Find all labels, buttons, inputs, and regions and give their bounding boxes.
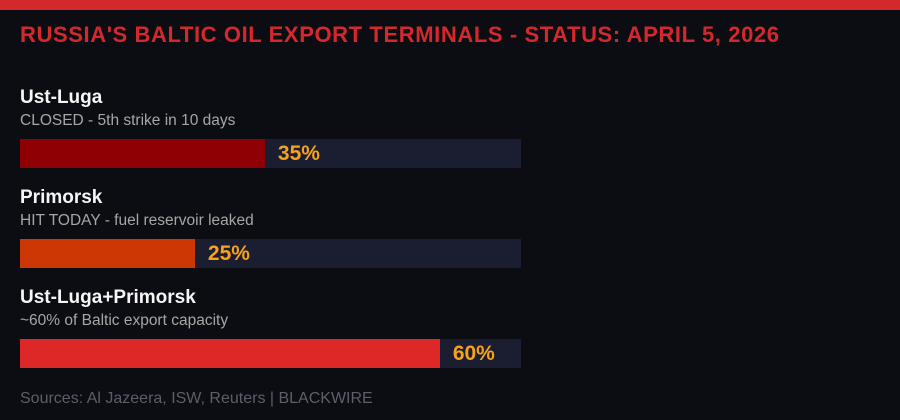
- terminal-status: HIT TODAY - fuel reservoir leaked: [20, 212, 254, 229]
- terminal-section: Primorsk HIT TODAY - fuel reservoir leak…: [20, 186, 521, 268]
- bar-value-label: 25%: [207, 241, 250, 265]
- bar-value-label: 60%: [452, 341, 495, 365]
- top-accent-strip: [0, 0, 900, 10]
- bar-track: 35%: [20, 139, 521, 168]
- sources-footnote: Sources: Al Jazeera, ISW, Reuters | BLAC…: [20, 390, 373, 407]
- bar-track: 60%: [20, 339, 521, 368]
- terminal-name: Ust-Luga: [20, 87, 103, 108]
- bar-fill: [20, 339, 440, 368]
- terminal-section: Ust-Luga CLOSED - 5th strike in 10 days …: [20, 86, 521, 168]
- terminal-status: ~60% of Baltic export capacity: [20, 312, 229, 329]
- bar-track: 25%: [20, 239, 521, 268]
- terminal-section: Ust-Luga+Primorsk ~60% of Baltic export …: [20, 286, 521, 368]
- terminal-status: CLOSED - 5th strike in 10 days: [20, 112, 236, 129]
- page-title: RUSSIA'S BALTIC OIL EXPORT TERMINALS - S…: [20, 22, 780, 47]
- bar-fill: [20, 139, 265, 168]
- terminal-name: Ust-Luga+Primorsk: [20, 287, 196, 308]
- bar-chart: Ust-Luga CLOSED - 5th strike in 10 days …: [20, 86, 521, 386]
- bar-fill: [20, 239, 195, 268]
- bar-value-label: 35%: [277, 141, 320, 165]
- terminal-name: Primorsk: [20, 187, 103, 208]
